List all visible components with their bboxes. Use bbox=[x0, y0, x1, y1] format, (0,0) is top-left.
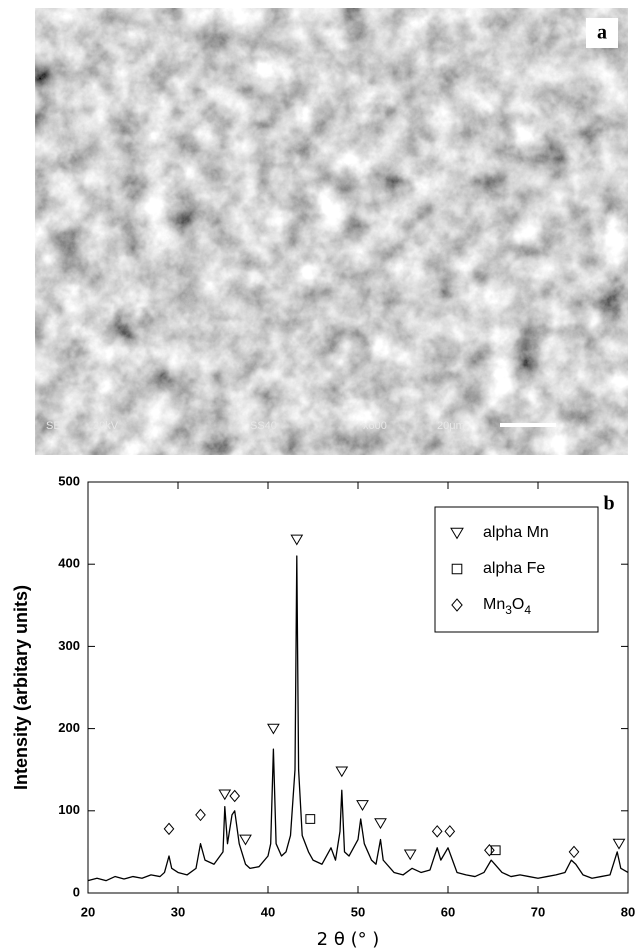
x-tick-label: 50 bbox=[351, 904, 365, 919]
peak-marker bbox=[218, 789, 232, 801]
y-tick-label: 400 bbox=[58, 556, 80, 571]
legend-label-part: Mn bbox=[483, 596, 505, 613]
legend-label: Mn3O4 bbox=[483, 596, 531, 617]
x-tick-label: 60 bbox=[441, 904, 455, 919]
x-tick-label: 30 bbox=[171, 904, 185, 919]
peak-marker bbox=[229, 789, 241, 803]
peak-marker bbox=[305, 814, 316, 824]
x-axis-label: 2 θ (° ) bbox=[317, 929, 380, 950]
legend-label-part: alpha Mn bbox=[483, 524, 549, 541]
xrd-chart: 20 30 40 50 60 70 80 0 100 200 300 400 500 2 θ (° ) In… bbox=[11, 473, 635, 950]
sem-info: 30kV bbox=[93, 420, 119, 432]
sem-info: SS40 bbox=[250, 420, 277, 432]
sem-image bbox=[35, 8, 628, 455]
panel-label-box bbox=[586, 18, 618, 48]
legend-symbol bbox=[450, 527, 464, 540]
peak-marker bbox=[163, 822, 175, 836]
peak-marker bbox=[490, 845, 501, 856]
y-axis-label: Intensity (arbitary units) bbox=[11, 585, 31, 790]
sem-info: x600 bbox=[363, 420, 387, 432]
peak-marker bbox=[267, 723, 280, 735]
peak-marker bbox=[335, 766, 349, 778]
legend-label-part: O bbox=[512, 596, 524, 613]
panel-label: b bbox=[603, 493, 614, 515]
peak-marker bbox=[239, 834, 252, 846]
y-tick-label: 200 bbox=[58, 720, 80, 735]
peak-marker bbox=[484, 843, 495, 857]
y-tick-label: 100 bbox=[58, 802, 80, 817]
peak-marker bbox=[431, 825, 443, 838]
legend-label-part: alpha Fe bbox=[483, 560, 545, 577]
y-tick-label: 500 bbox=[58, 473, 80, 488]
peak-marker bbox=[403, 849, 417, 861]
x-tick-label: 40 bbox=[261, 904, 275, 919]
peak-marker bbox=[612, 838, 626, 850]
scale-bar bbox=[500, 423, 556, 427]
panel-label-box bbox=[596, 490, 626, 518]
peak-marker bbox=[568, 845, 580, 859]
legend-symbol bbox=[451, 563, 463, 575]
legend-label: alpha Mn bbox=[483, 524, 549, 541]
peak-marker bbox=[374, 818, 387, 830]
sem-info: SEI bbox=[46, 420, 64, 432]
x-tick-label: 20 bbox=[81, 904, 95, 919]
y-tick-label: 300 bbox=[58, 638, 80, 653]
peak-marker bbox=[195, 808, 206, 822]
peak-marker bbox=[290, 534, 304, 546]
y-tick-label: 0 bbox=[73, 884, 80, 899]
peak-marker bbox=[356, 800, 369, 811]
legend-label: alpha Fe bbox=[483, 560, 545, 577]
spectrum-line bbox=[87, 555, 629, 882]
sem-info: 20μm bbox=[437, 420, 465, 432]
legend-label-part: 4 bbox=[524, 603, 531, 617]
legend-label-part: 3 bbox=[505, 603, 512, 617]
panel-label: a bbox=[597, 22, 607, 44]
sem-panel: a SEI 30kV SS40 x600 20μm bbox=[35, 8, 628, 455]
legend-symbol bbox=[451, 598, 463, 612]
x-tick-label: 80 bbox=[621, 904, 635, 919]
x-tick-label: 70 bbox=[531, 904, 545, 919]
peak-marker bbox=[444, 825, 456, 838]
